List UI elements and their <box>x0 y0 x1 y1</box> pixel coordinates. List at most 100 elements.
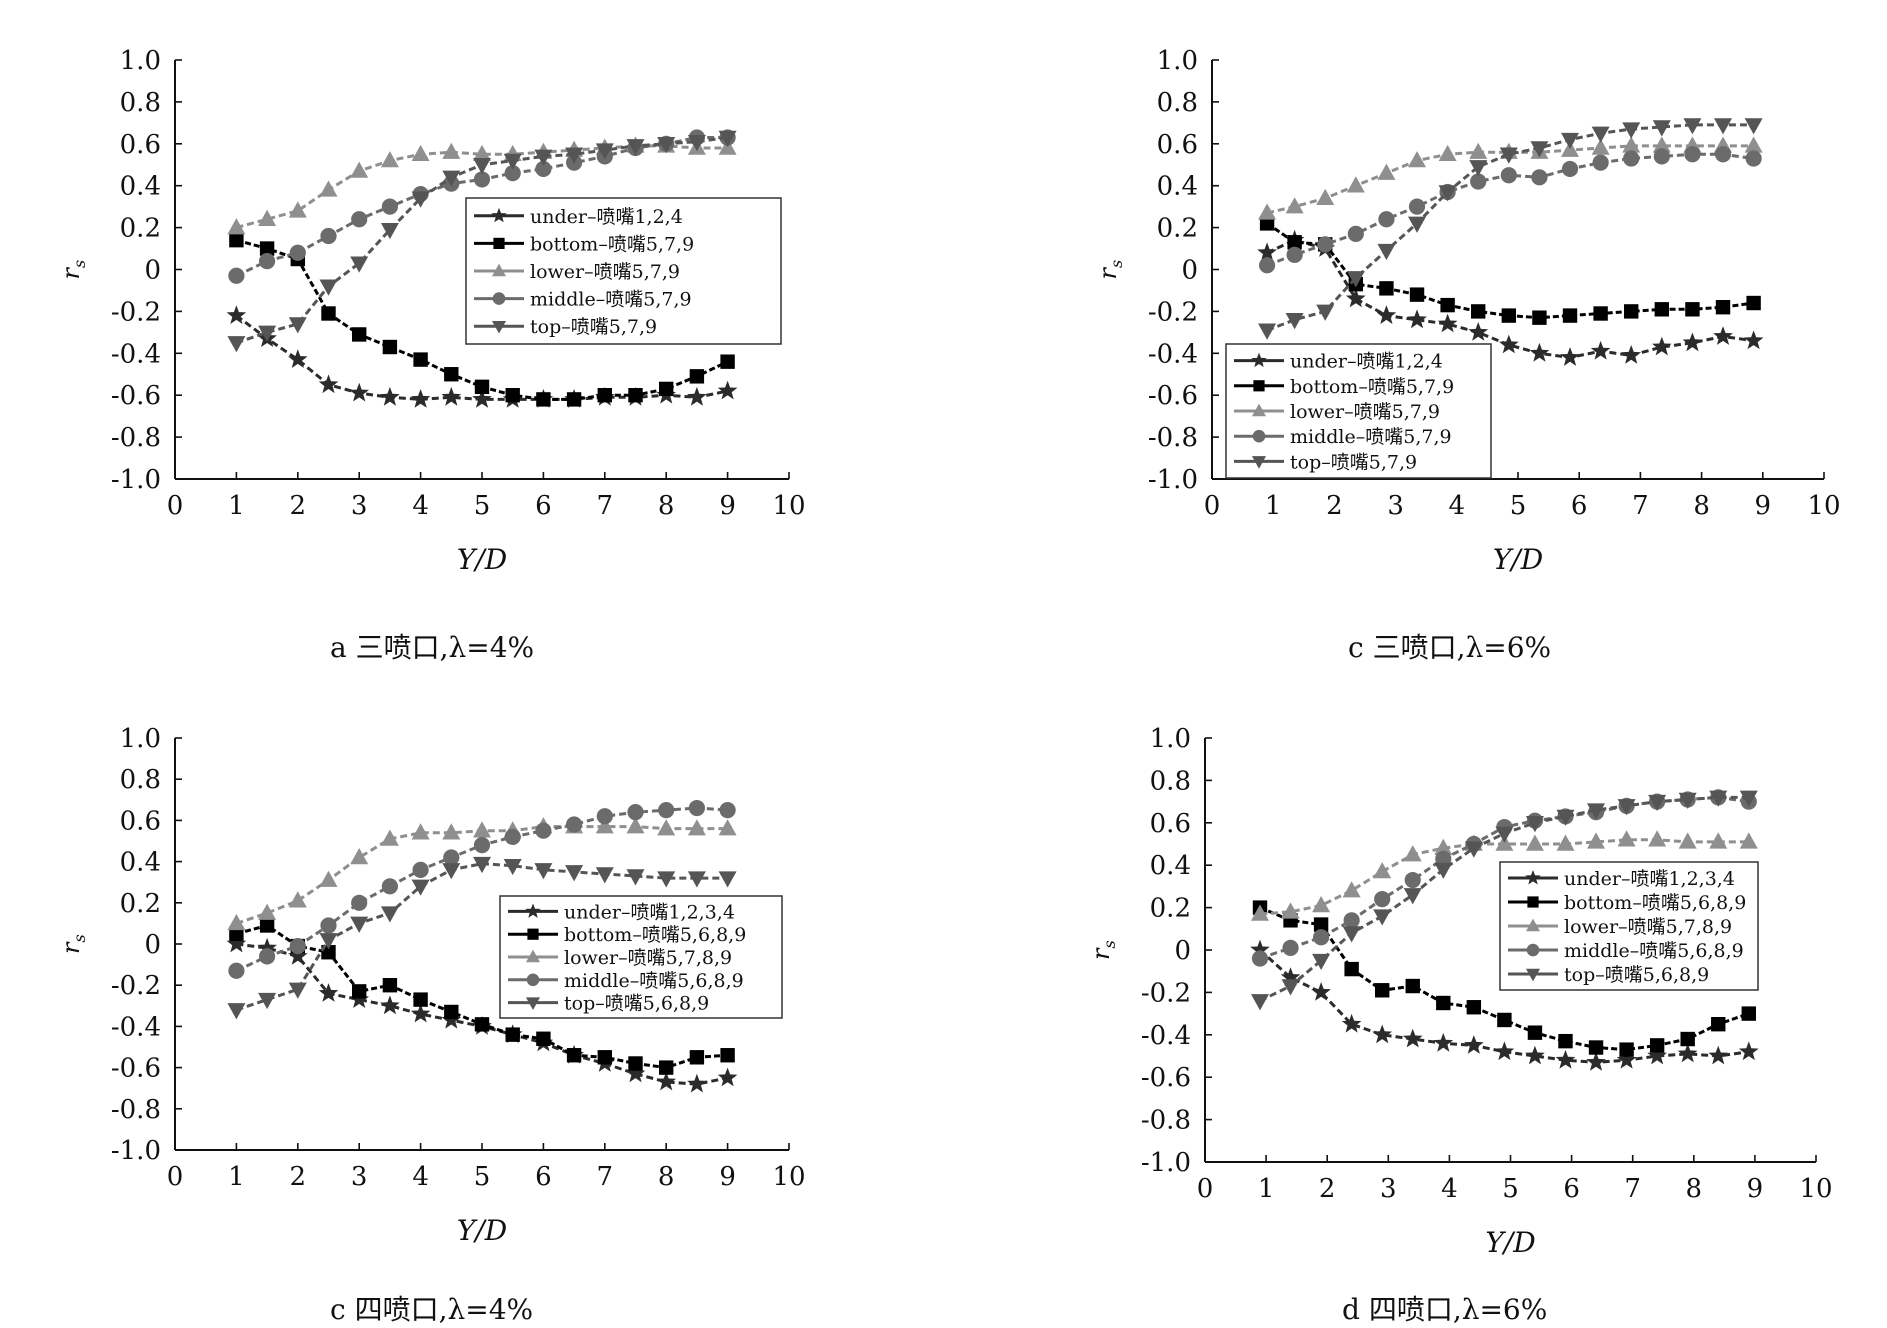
data-point-top <box>1683 118 1702 135</box>
data-point-top <box>288 982 307 999</box>
data-point-middle <box>1347 225 1364 242</box>
data-point-top <box>258 992 277 1010</box>
legend-marker-bottom <box>527 928 539 940</box>
legend-marker-lower <box>492 263 506 277</box>
data-point-bottom <box>229 232 244 248</box>
y-axis-label: rs <box>1094 260 1126 280</box>
y-tick-label: 0.2 <box>1157 214 1198 244</box>
data-point-middle <box>228 267 245 284</box>
y-tick-label: 0 <box>144 930 161 960</box>
x-tick-label: 2 <box>290 1162 307 1192</box>
data-point-middle <box>381 878 398 895</box>
y-tick-label: -0.4 <box>1141 1021 1191 1051</box>
data-point-under <box>1280 967 1301 986</box>
y-tick-label: -0.4 <box>111 1012 161 1042</box>
legend-label-bottom: bottom–喷嘴5,7,9 <box>1290 376 1454 398</box>
data-point-middle <box>1343 912 1360 929</box>
data-point-top <box>1617 799 1636 816</box>
data-point-middle <box>473 171 491 188</box>
data-point-bottom <box>505 1027 520 1042</box>
data-point-top <box>1714 118 1733 135</box>
data-point-bottom <box>536 1031 551 1046</box>
data-point-middle <box>1251 950 1269 967</box>
data-point-top <box>1652 120 1671 137</box>
data-point-under <box>1586 1052 1606 1071</box>
series-line-lower <box>236 144 728 230</box>
data-point-lower <box>1648 830 1667 847</box>
data-point-top <box>1587 803 1606 820</box>
data-point-under <box>349 989 369 1008</box>
legend-marker-under <box>525 903 541 918</box>
data-point-bottom <box>689 1050 705 1065</box>
y-tick-label: -0.8 <box>111 423 161 453</box>
data-point-top <box>442 170 461 187</box>
data-point-under <box>1494 1041 1515 1061</box>
data-point-top <box>1346 271 1365 288</box>
data-point-middle <box>1561 160 1579 178</box>
legend-marker-under <box>1525 870 1541 885</box>
data-point-under <box>1525 1045 1545 1065</box>
x-tick-label: 10 <box>772 491 805 521</box>
data-point-top <box>1525 816 1544 833</box>
legend-label-middle: middle–喷嘴5,6,8,9 <box>564 970 744 992</box>
caption-d: d 四喷口,λ=6% <box>1342 1293 1548 1326</box>
data-point-middle <box>412 861 429 878</box>
data-point-lower <box>227 218 246 235</box>
x-tick-label: 6 <box>535 1162 552 1192</box>
data-point-bottom <box>1471 304 1486 319</box>
legend-marker-middle <box>526 973 540 987</box>
data-point-bottom <box>659 381 674 397</box>
legend-label-lower: lower–喷嘴5,7,9 <box>530 261 680 283</box>
y-tick-label: -0.6 <box>1141 1063 1191 1093</box>
data-point-under <box>1677 1043 1698 1063</box>
data-point-middle <box>1317 236 1334 253</box>
data-point-lower <box>1652 136 1671 153</box>
data-point-under <box>318 983 339 1002</box>
x-tick-label: 0 <box>1197 1174 1214 1204</box>
data-point-middle <box>351 211 368 228</box>
data-point-lower <box>1403 845 1422 862</box>
data-point-under <box>1738 1041 1759 1061</box>
y-tick-label: -0.4 <box>1148 339 1198 369</box>
y-tick-label: 0.6 <box>120 130 161 160</box>
x-tick-label: 0 <box>1204 491 1221 521</box>
data-point-bottom <box>259 918 275 933</box>
data-point-lower <box>1250 904 1269 921</box>
data-point-bottom <box>566 1048 582 1063</box>
data-point-under <box>1372 1024 1392 1044</box>
data-point-lower <box>1556 834 1575 851</box>
y-tick-label: 0 <box>1181 256 1198 286</box>
data-point-top <box>1709 790 1728 807</box>
legend-marker-top <box>526 997 540 1010</box>
data-point-bottom <box>720 354 735 369</box>
data-point-middle <box>351 894 368 911</box>
data-point-bottom <box>1741 1006 1756 1021</box>
data-point-under <box>1341 1013 1362 1033</box>
data-point-top <box>411 879 430 896</box>
data-point-under <box>1708 1045 1729 1065</box>
chart-panel-0: 1.00.80.60.40.20-0.2-0.4-0.6-0.8-1.00 1 2 3… <box>57 46 806 576</box>
series-line-lower <box>1266 144 1754 215</box>
data-point-bottom <box>321 306 336 321</box>
legend-marker-lower <box>526 949 540 963</box>
data-point-bottom <box>1436 995 1451 1011</box>
data-point-top <box>1438 185 1457 202</box>
data-point-top <box>319 933 338 950</box>
x-tick-label: 4 <box>1449 491 1466 521</box>
data-point-under <box>1437 313 1458 333</box>
data-point-top <box>473 158 491 175</box>
legend-label-lower: lower–喷嘴5,7,9 <box>1290 401 1440 423</box>
legend-label-under: under–喷嘴1,2,3,4 <box>564 901 735 923</box>
data-point-bottom <box>689 369 705 384</box>
legend-label-under: under–喷嘴1,2,3,4 <box>1564 868 1735 890</box>
chart-panel-3: 1.00.80.60.40.20-0.2-0.4-0.6-0.8-1.00 1 2 3… <box>1087 724 1833 1259</box>
data-point-bottom <box>474 1017 490 1032</box>
x-tick-label: 7 <box>597 1162 614 1192</box>
y-axis-label: rs <box>1087 940 1119 960</box>
legend-marker-top <box>1526 968 1540 982</box>
data-point-under <box>687 386 707 406</box>
data-point-bottom <box>352 327 367 342</box>
data-point-top <box>657 137 676 154</box>
data-point-lower <box>1709 832 1728 849</box>
x-tick-label: 0 <box>167 1162 184 1192</box>
